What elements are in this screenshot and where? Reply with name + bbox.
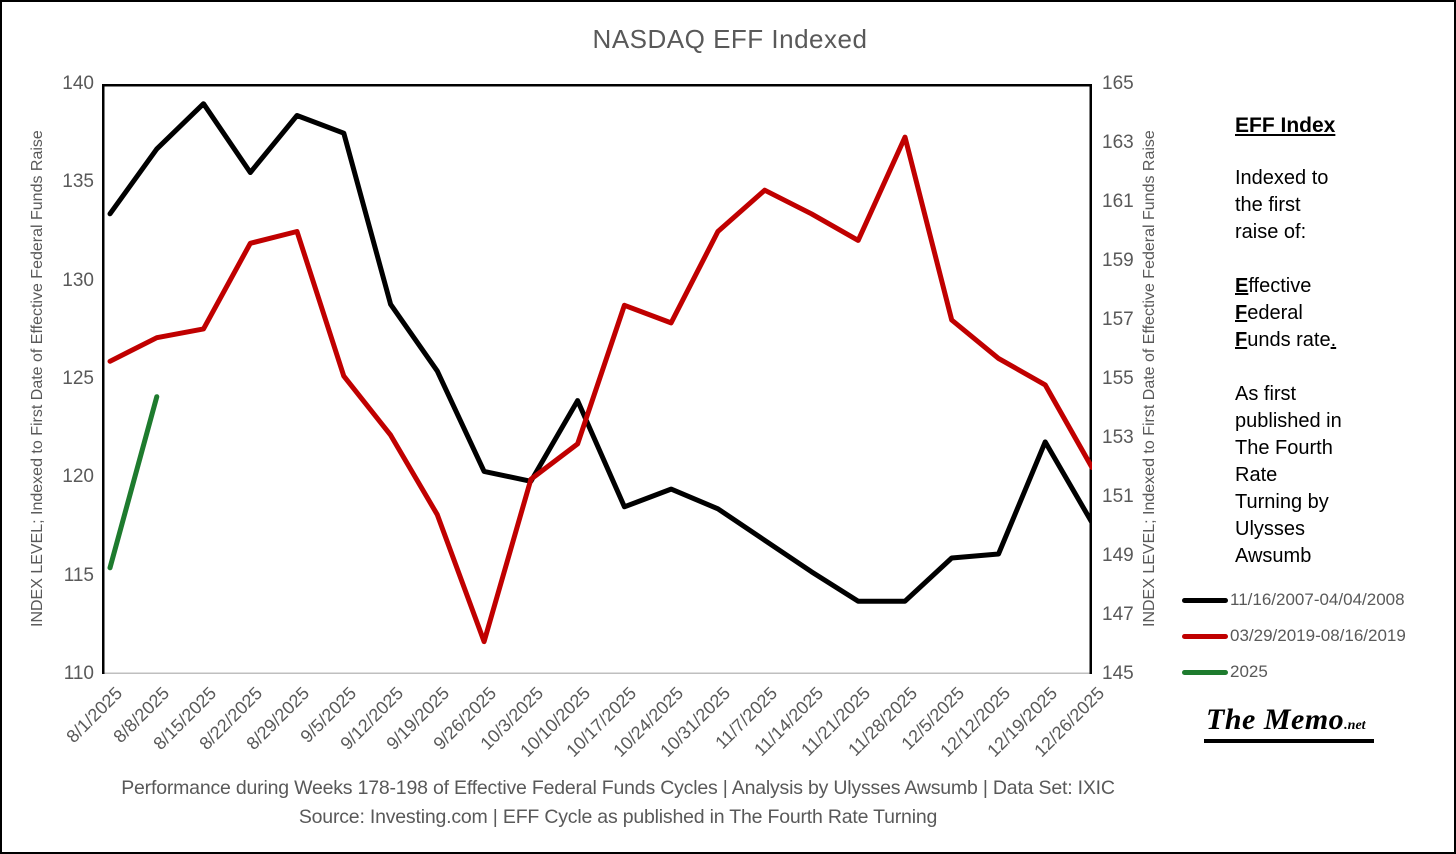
legend-line-swatch	[1182, 669, 1228, 675]
footer-caption: Performance during Weeks 178-198 of Effe…	[2, 774, 1234, 832]
sidebar-eff-acronym: Effective Federal Funds rate.	[1235, 273, 1395, 354]
y-axis-tick-label: 149	[1102, 545, 1134, 566]
y-axis-tick-label: 161	[1102, 191, 1134, 212]
legend-item: 03/29/2019-08/16/2019	[1182, 618, 1406, 654]
y-axis-tick-label: 159	[1102, 250, 1134, 271]
series-line-2019	[107, 134, 1092, 645]
series-line-2025	[107, 394, 160, 571]
legend-label: 03/29/2019-08/16/2019	[1230, 626, 1406, 645]
y-axis-tick-label: 155	[1102, 368, 1134, 389]
y-axis-tick-label: 157	[1102, 309, 1134, 330]
legend-label: 11/16/2007-04/04/2008	[1230, 590, 1405, 609]
y-axis-tick-label: 151	[1102, 486, 1134, 507]
legend-line-swatch	[1182, 633, 1228, 639]
y-axis-tick-label: 147	[1102, 604, 1134, 625]
y-axis-tick-label: 163	[1102, 132, 1134, 153]
legend-item: 11/16/2007-04/04/2008	[1182, 582, 1406, 618]
logo-suffix-text: .net	[1344, 718, 1366, 733]
y-axis-tick-label: 165	[1102, 73, 1134, 94]
annotation-sidebar: EFF Index Indexed to the first raise of:…	[1235, 112, 1395, 597]
legend: 11/16/2007-04/04/2008 03/29/2019-08/16/20…	[1182, 582, 1406, 690]
y-axis-tick-label: 145	[1102, 663, 1134, 684]
y-axis-tick-label: 110	[63, 663, 94, 684]
eff-acronym-line: Federal	[1235, 302, 1303, 324]
y-axis-tick-label: 125	[62, 368, 94, 389]
sidebar-published-note: As first published in The Fourth Rate Tu…	[1235, 383, 1342, 567]
eff-acronym-line: Effective	[1235, 275, 1312, 297]
legend-item: 2025	[1182, 654, 1406, 690]
sidebar-indexed-note: Indexed to the first raise of:	[1235, 167, 1329, 243]
sidebar-heading: EFF Index	[1235, 114, 1336, 137]
legend-label: 2025	[1230, 662, 1268, 681]
y-axis-tick-label: 140	[62, 73, 94, 94]
footer-line1: Performance during Weeks 178-198 of Effe…	[121, 777, 1115, 799]
plot-area	[102, 84, 1092, 674]
logo-text: The Memo	[1206, 703, 1345, 736]
y-axis-tick-label: 115	[63, 564, 94, 586]
footer-line2: Source: Investing.com | EFF Cycle as pub…	[298, 806, 938, 828]
y-axis-tick-label: 153	[1102, 427, 1134, 448]
y-axis-tick-label: 135	[62, 171, 94, 193]
thememo-logo: The Memo.net	[1204, 703, 1374, 743]
series-line-2007-2008	[107, 101, 1092, 604]
eff-acronym-line: Funds rate.	[1235, 329, 1337, 351]
y-axis-tick-label: 120	[62, 466, 94, 488]
legend-line-swatch	[1182, 597, 1228, 603]
left-axis-title: INDEX LEVEL; Indexed to First Date of Ef…	[29, 130, 46, 628]
y-axis-tick-label: 130	[62, 269, 94, 291]
chart-title: NASDAQ EFF Indexed	[592, 24, 868, 54]
